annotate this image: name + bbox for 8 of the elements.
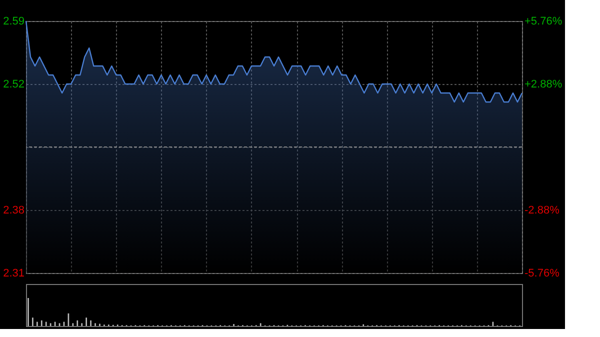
y2-tick-label: -5.76% (524, 268, 560, 280)
y2-tick-label: +5.76% (524, 16, 562, 28)
y-tick-label: 2.52 (3, 78, 24, 90)
y-tick-label: 2.38 (3, 204, 24, 216)
y-tick-label: 2.31 (3, 268, 24, 280)
y2-tick-label: -2.88% (524, 204, 560, 216)
y2-tick-label: +2.88% (524, 78, 562, 90)
y-tick-label: 2.59 (3, 16, 24, 28)
